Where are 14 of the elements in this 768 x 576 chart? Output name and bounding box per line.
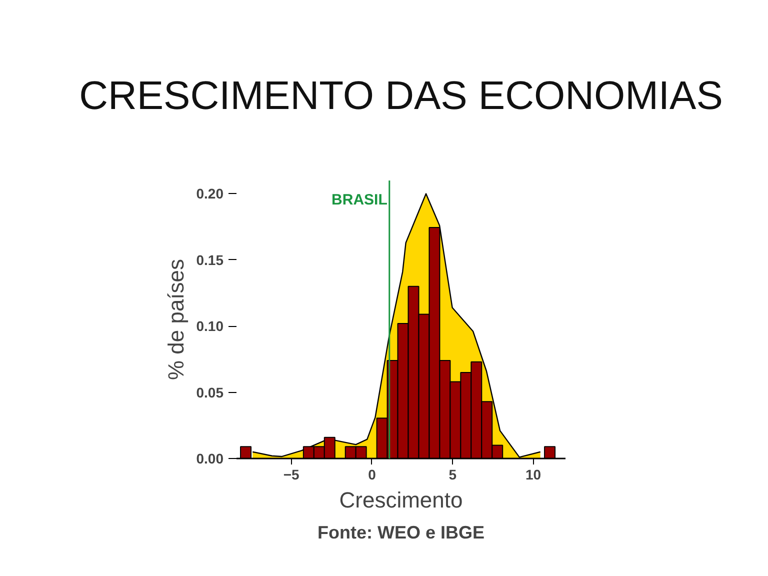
- ref-line-label: BRASIL: [332, 191, 388, 208]
- source-note: Fonte: WEO e IBGE: [318, 522, 485, 542]
- x-tick-label: 5: [448, 466, 457, 482]
- x-tick-label: 0: [368, 466, 376, 482]
- x-axis-title: Crescimento: [339, 488, 463, 512]
- y-tick-label: 0.05: [196, 384, 224, 400]
- x-tick-label: 10: [525, 466, 542, 482]
- y-axis-title: % de países: [163, 258, 188, 380]
- y-tick-label: 0.20: [196, 186, 224, 202]
- x-tick-label: −5: [283, 466, 300, 482]
- y-tick-label: 0.00: [196, 450, 224, 466]
- y-tick-label: 0.10: [196, 318, 224, 334]
- y-tick-label: 0.15: [196, 252, 224, 268]
- chart-title: CRESCIMENTO DAS ECONOMIAS: [79, 74, 723, 118]
